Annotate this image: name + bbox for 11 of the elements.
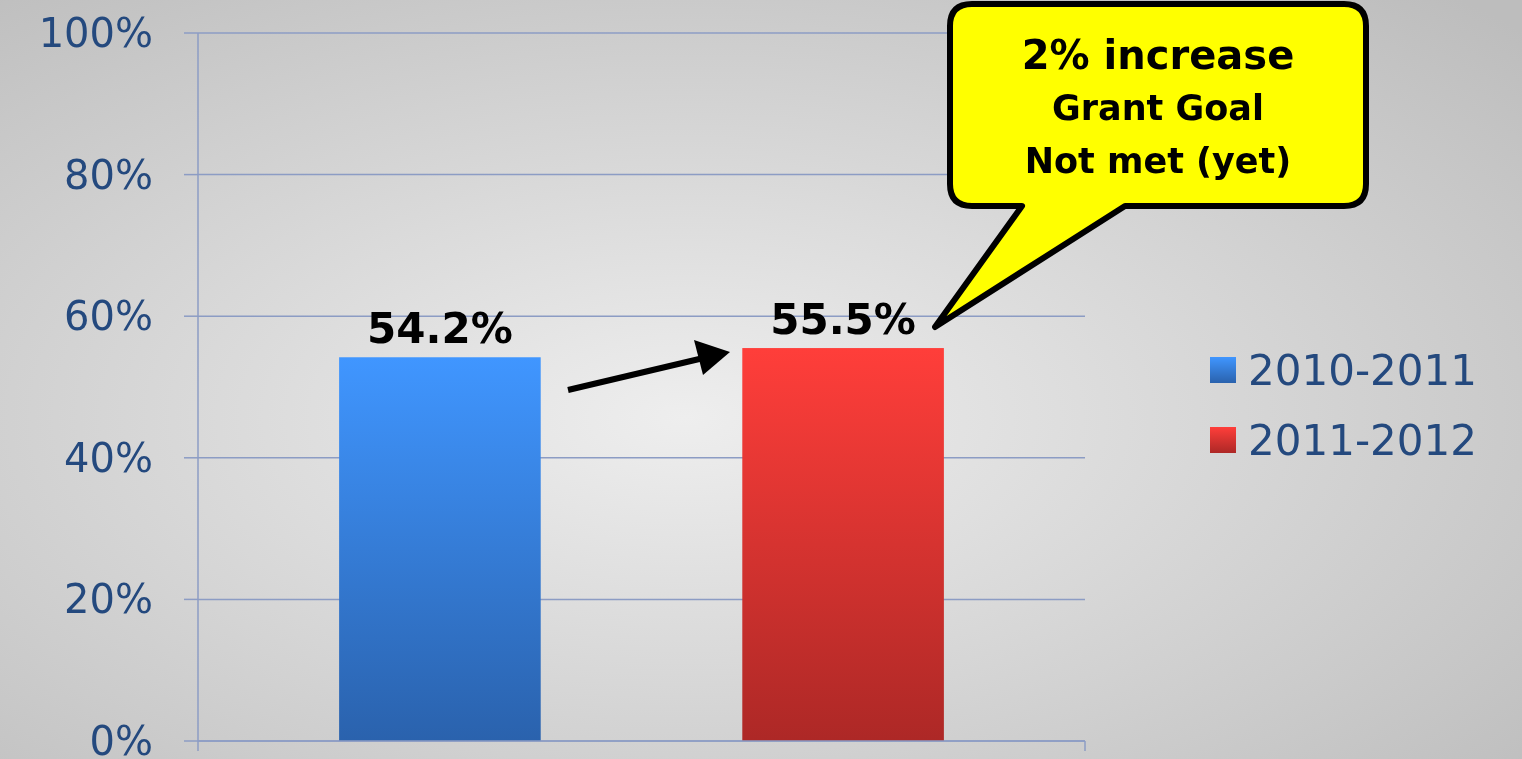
data-label: 55.5%	[770, 295, 916, 345]
y-tick-label: 40%	[64, 434, 153, 481]
y-tick-label: 60%	[64, 293, 153, 340]
y-tick-label: 100%	[38, 10, 153, 56]
y-tick-label: 0%	[89, 718, 153, 759]
legend-label: 2011-2012	[1248, 416, 1477, 466]
data-label: 54.2%	[367, 304, 513, 354]
y-tick-label: 80%	[64, 151, 153, 198]
annotation: 2% increase Grant Goal Not met (yet)	[1021, 32, 1295, 182]
y-tick-label: 20%	[64, 576, 153, 623]
legend-label: 2010-2011	[1248, 346, 1477, 396]
